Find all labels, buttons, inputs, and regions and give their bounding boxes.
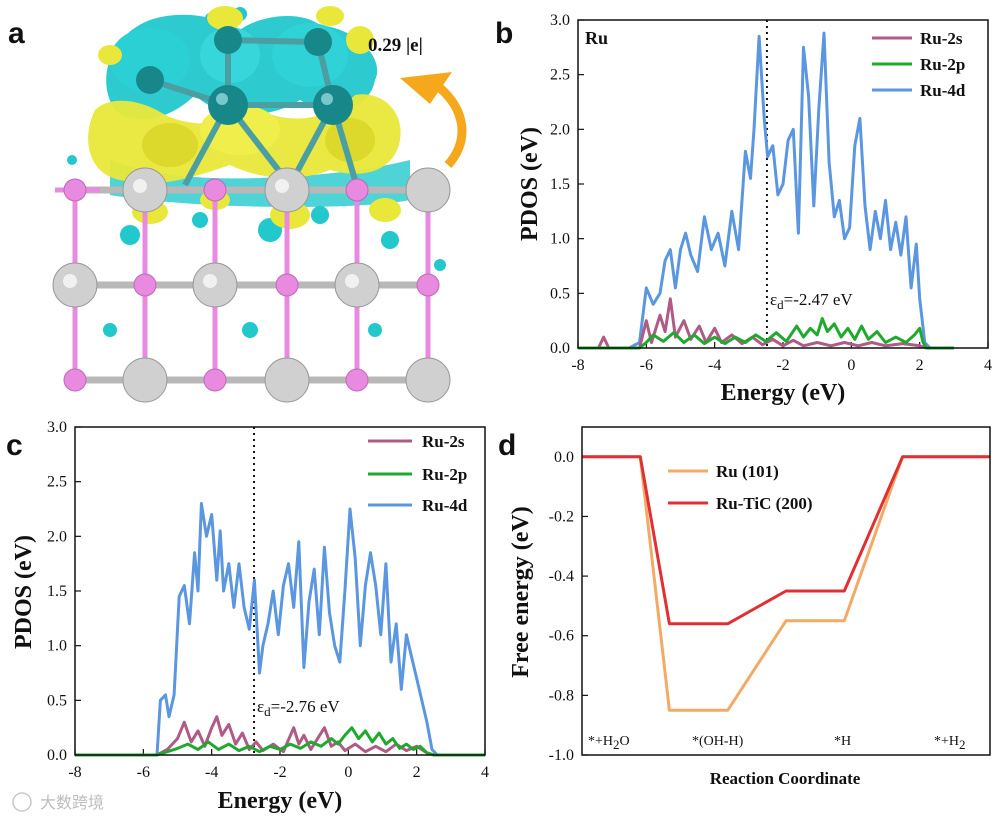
charge-transfer-arrow xyxy=(436,84,467,168)
d-band-center-label: εd=-2.76 eV xyxy=(257,697,340,719)
y-tick-label: -0.8 xyxy=(549,687,574,704)
legend-label: Ru-2p xyxy=(920,55,965,74)
series-ru-2s xyxy=(75,715,485,757)
legend: Ru (101) Ru-TiC (200) xyxy=(668,462,813,513)
legend-label: Ru-2p xyxy=(422,465,467,484)
y-tick-label: 2.0 xyxy=(550,121,570,138)
series-ru-2p xyxy=(578,317,954,350)
y-tick-label: 2.0 xyxy=(47,528,67,545)
step-label-h2: *+H2 xyxy=(934,734,966,752)
legend: Ru-2s Ru-2p Ru-4d xyxy=(368,432,468,515)
series-ru-tic-200 xyxy=(582,455,990,626)
y-tick-label: -0.6 xyxy=(549,628,574,645)
y-tick-label: 0.0 xyxy=(554,449,574,466)
step-label-oh-h: *(OH-H) xyxy=(692,734,744,749)
watermark-logo-icon xyxy=(12,792,32,812)
legend-label: Ru-2s xyxy=(920,29,963,48)
y-axis-label: PDOS (eV) xyxy=(11,535,37,649)
ti-atoms xyxy=(52,167,451,403)
y-tick-label: 0.0 xyxy=(47,747,67,764)
series-ru-4d xyxy=(75,502,485,757)
plot-frame xyxy=(74,426,486,756)
legend: Ru-2s Ru-2p Ru-4d xyxy=(872,29,966,100)
series-ru-4d xyxy=(578,31,954,350)
panel-label-d: d xyxy=(498,429,516,462)
ru-atoms xyxy=(136,26,353,125)
x-tick-label: -6 xyxy=(137,764,150,781)
x-tick-label: -2 xyxy=(776,357,789,374)
series-ru-2s xyxy=(578,297,954,350)
x-tick-label: 4 xyxy=(481,764,489,781)
y-tick-label: 0.5 xyxy=(47,692,67,709)
x-tick-label: -4 xyxy=(205,764,218,781)
panel-label-c: c xyxy=(6,429,23,462)
c-atoms xyxy=(63,178,440,392)
plot-frame xyxy=(581,426,991,756)
y-tick-label: 0.5 xyxy=(550,285,570,302)
panel-a-structure: 0.29 |e| xyxy=(52,6,467,403)
step-label-h2o: *+H2O xyxy=(588,734,630,752)
series-ru-101 xyxy=(582,455,990,712)
step-label-h: *H xyxy=(834,734,851,749)
y-tick-label: 2.5 xyxy=(47,474,67,491)
x-tick-label: -8 xyxy=(68,764,81,781)
y-tick-label: 1.0 xyxy=(47,638,67,655)
x-tick-label: 2 xyxy=(916,357,924,374)
x-axis-label: Energy (eV) xyxy=(721,380,846,406)
legend-label: Ru (101) xyxy=(716,462,779,481)
x-tick-label: -4 xyxy=(708,357,721,374)
d-band-center-label: εd=-2.47 eV xyxy=(770,290,853,312)
panel-label-b: b xyxy=(495,17,513,50)
y-axis-label: PDOS (eV) xyxy=(517,127,543,241)
chart-title: Ru xyxy=(585,28,608,48)
x-axis-label: Energy (eV) xyxy=(218,788,343,814)
panel-label-a: a xyxy=(8,17,25,50)
x-tick-label: 0 xyxy=(344,764,352,781)
watermark: 大数跨境 xyxy=(12,792,104,812)
y-tick-label: 3.0 xyxy=(550,12,570,29)
watermark-text: 大数跨境 xyxy=(40,793,104,812)
legend-label: Ru-2s xyxy=(422,432,465,451)
y-tick-label: 1.0 xyxy=(550,231,570,248)
x-tick-label: -2 xyxy=(273,764,286,781)
y-tick-label: 2.5 xyxy=(550,67,570,84)
y-axis-label: Free energy (eV) xyxy=(508,506,534,677)
chart-pdos-b: 0.0 0.5 1.0 1.5 2.0 2.5 3.0 -8 -6 -4 -2 0 2 4 Ru PDOS… xyxy=(517,12,992,406)
y-tick-label: 3.0 xyxy=(47,419,67,436)
charge-transfer-label: 0.29 |e| xyxy=(368,35,423,56)
plot-frame xyxy=(577,19,989,349)
legend-label: Ru-4d xyxy=(920,81,966,100)
legend-label: Ru-4d xyxy=(422,496,468,515)
chart-free-energy-d: 0.0 -0.2 -0.4 -0.6 -0.8 -1.0 Free energy (eV)… xyxy=(508,426,991,788)
x-tick-label: 0 xyxy=(847,357,855,374)
legend-label: Ru-TiC (200) xyxy=(716,494,813,513)
x-tick-label: -6 xyxy=(640,357,653,374)
y-tick-label: -0.4 xyxy=(549,568,574,585)
chart-pdos-c: 0.0 0.5 1.0 1.5 2.0 2.5 3.0 -8 -6 -4 -2 0 2 4 PDOS (e… xyxy=(11,419,489,814)
x-tick-label: 2 xyxy=(413,764,421,781)
x-tick-label: 4 xyxy=(984,357,992,374)
x-tick-label: -8 xyxy=(571,357,584,374)
y-tick-label: -0.2 xyxy=(549,508,574,525)
y-tick-label: 0.0 xyxy=(550,340,570,357)
y-tick-label: 1.5 xyxy=(47,583,67,600)
x-axis-label: Reaction Coordinate xyxy=(710,769,861,788)
y-tick-label: 1.5 xyxy=(550,176,570,193)
step-labels: *+H2O *(OH-H) *H *+H2 xyxy=(588,734,966,752)
y-tick-label: -1.0 xyxy=(549,747,574,764)
arrow-head xyxy=(400,72,452,104)
series-ru-2p xyxy=(75,726,485,757)
